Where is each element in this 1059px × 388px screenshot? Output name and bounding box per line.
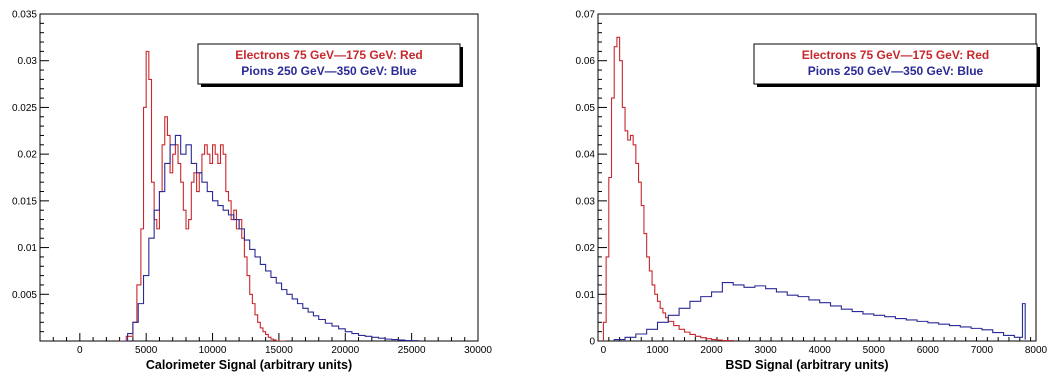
legend-entry-pions: Pions 250 GeV—350 GeV: Blue (241, 64, 417, 78)
y-tick-label: 0.025 (12, 103, 37, 114)
x-tick-label: 10000 (199, 345, 227, 356)
y-tick-label: 0 (589, 337, 595, 348)
x-tick-label: 6000 (917, 345, 940, 356)
calorimeter-chart-panel: 0 5000 10000 15000 20000 25000 30000 0.005 0.01 0… (0, 0, 520, 383)
y-tick-label: 0.01 (576, 290, 596, 301)
y-tick-label: 0.005 (12, 290, 37, 301)
legend-entry-pions: Pions 250 GeV—350 GeV: Blue (808, 64, 984, 78)
x-axis-label: BSD Signal (arbitrary units) (725, 358, 888, 372)
electrons-series-line (119, 50, 286, 341)
bsd-chart-panel: 0 1000 2000 3000 4000 5000 6000 7000 8000 0 0.01 0.… (540, 0, 1059, 383)
legend-box (197, 43, 461, 85)
x-tick-label: 3000 (755, 345, 778, 356)
pions-series-line (613, 282, 1026, 341)
x-tick-label: 4000 (809, 345, 832, 356)
legend-entry-electrons: Electrons 75 GeV—175 GeV: Red (235, 48, 422, 62)
y-tick-label: 0.015 (12, 196, 37, 207)
y-tick-label: 0.02 (18, 150, 38, 161)
x-tick-label: 7000 (971, 345, 994, 356)
calorimeter-signal-chart: 0 5000 10000 15000 20000 25000 30000 0.005 0.01 0… (12, 10, 492, 373)
y-tick-label: 0.04 (576, 150, 596, 161)
x-tick-label: 20000 (331, 345, 359, 356)
bsd-signal-chart: 0 1000 2000 3000 4000 5000 6000 7000 8000 0 0.01 0.… (576, 10, 1048, 373)
legend-entry-electrons: Electrons 75 GeV—175 GeV: Red (802, 48, 989, 62)
x-axis-label: Calorimeter Signal (arbitrary units) (146, 358, 352, 372)
x-tick-label: 1000 (646, 345, 669, 356)
x-tick-label: 0 (601, 345, 607, 356)
legend-box (753, 43, 1038, 85)
x-tick-label: 15000 (265, 345, 293, 356)
pions-series-line (122, 134, 419, 341)
y-tick-label: 0.06 (576, 56, 596, 67)
electrons-series-line (602, 36, 734, 341)
y-tick-label: 0.03 (18, 56, 38, 67)
x-tick-label: 0 (77, 345, 83, 356)
y-tick-label: 0.01 (18, 243, 38, 254)
y-tick-label: 0.07 (576, 10, 596, 21)
x-tick-label: 2000 (700, 345, 723, 356)
x-tick-label: 25000 (398, 345, 426, 356)
x-tick-label: 30000 (464, 345, 492, 356)
y-tick-label: 0.02 (576, 243, 596, 254)
y-tick-label: 0.035 (12, 10, 37, 21)
y-tick-label: 0.03 (576, 196, 596, 207)
y-tick-label: 0.05 (576, 103, 596, 114)
x-tick-label: 8000 (1025, 345, 1048, 356)
x-tick-label: 5000 (135, 345, 158, 356)
x-tick-label: 5000 (863, 345, 886, 356)
